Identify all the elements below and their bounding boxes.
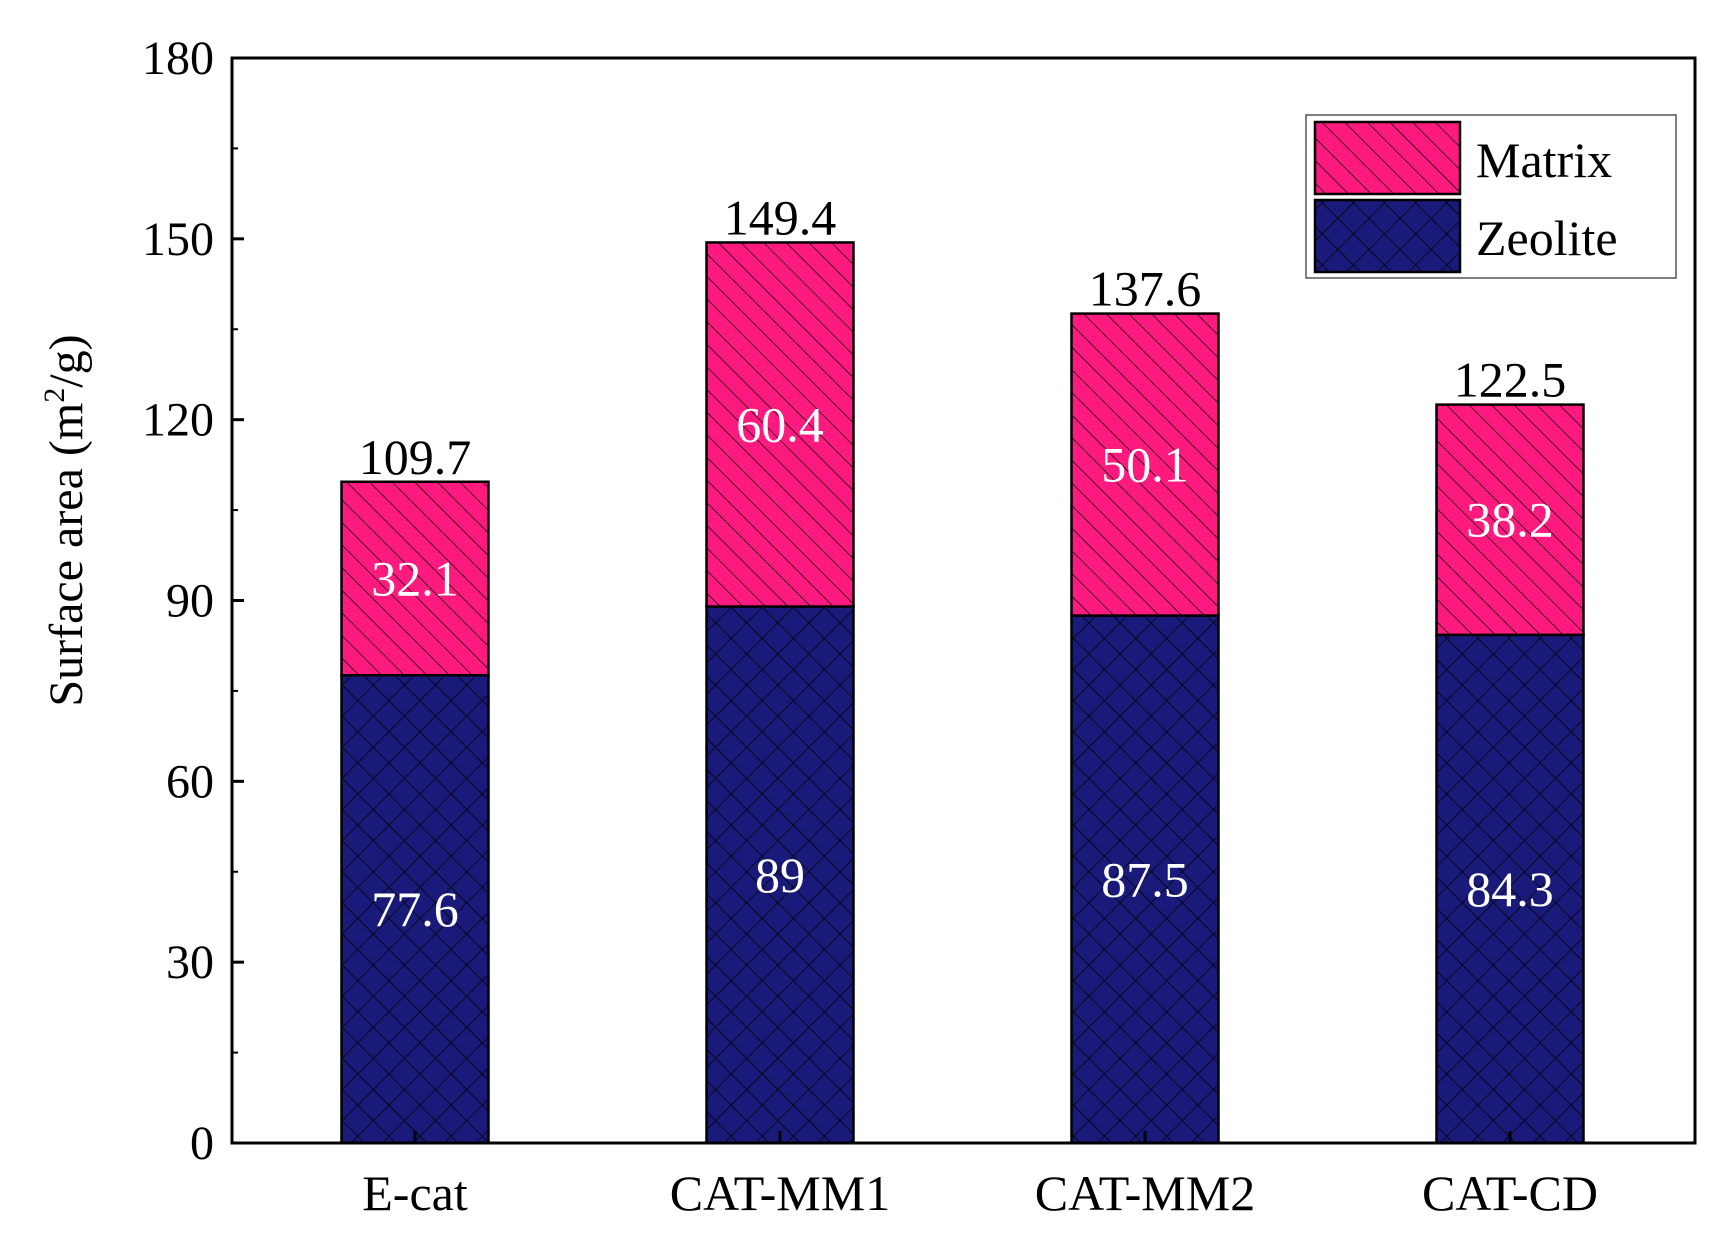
y-tick-label-30: 30 (166, 936, 214, 989)
zeolite-value-label-2: 89 (755, 847, 805, 903)
matrix-value-label-4: 38.2 (1466, 492, 1554, 548)
bar-matrix-2 (705, 241, 855, 608)
bar-zeolite-1 (340, 673, 490, 1145)
y-tick-label-150: 150 (142, 213, 214, 266)
x-tick-label-1: E-cat (362, 1165, 468, 1221)
zeolite-value-label-4: 84.3 (1466, 861, 1554, 917)
total-value-label-1: 109.7 (359, 429, 472, 485)
x-axis: E-cat CAT-MM1 CAT-MM2 CAT-CD (362, 1131, 1598, 1221)
bar-matrix-3 (1070, 312, 1220, 617)
y-tick-label-60: 60 (166, 755, 214, 808)
y-tick-label-180: 180 (142, 32, 214, 85)
labels-layer: 32.1 77.6 109.7 60.4 89 149.4 50.1 87.5 137.6 38.… (359, 189, 1567, 937)
bars-layer (340, 241, 1585, 1145)
x-tick-label-2: CAT-MM1 (670, 1165, 890, 1221)
legend: Matrix Zeolite (1305, 114, 1677, 279)
y-axis: 0 30 60 90 120 150 180 (142, 32, 244, 1170)
bar-zeolite-3 (1070, 614, 1220, 1145)
bar-matrix-4 (1435, 403, 1585, 637)
legend-label-zeolite: Zeolite (1476, 210, 1618, 266)
matrix-value-label-2: 60.4 (736, 396, 824, 452)
y-tick-label-0: 0 (190, 1117, 214, 1170)
total-value-label-2: 149.4 (724, 189, 837, 245)
x-tick-label-4: CAT-CD (1422, 1165, 1598, 1221)
zeolite-value-label-3: 87.5 (1101, 851, 1189, 907)
total-value-label-4: 122.5 (1454, 352, 1567, 408)
legend-swatch-matrix (1313, 120, 1462, 196)
matrix-value-label-3: 50.1 (1101, 437, 1189, 493)
matrix-value-label-1: 32.1 (371, 550, 459, 606)
total-value-label-3: 137.6 (1089, 261, 1202, 317)
y-tick-label-90: 90 (166, 575, 214, 628)
zeolite-value-label-1: 77.6 (371, 881, 459, 937)
x-tick-label-3: CAT-MM2 (1035, 1165, 1255, 1221)
y-axis-title: Surface area (m2/g) (38, 334, 93, 706)
legend-label-matrix: Matrix (1476, 132, 1612, 188)
y-tick-label-120: 120 (142, 394, 214, 447)
bar-matrix-1 (340, 480, 490, 677)
legend-swatch-zeolite (1313, 198, 1462, 274)
